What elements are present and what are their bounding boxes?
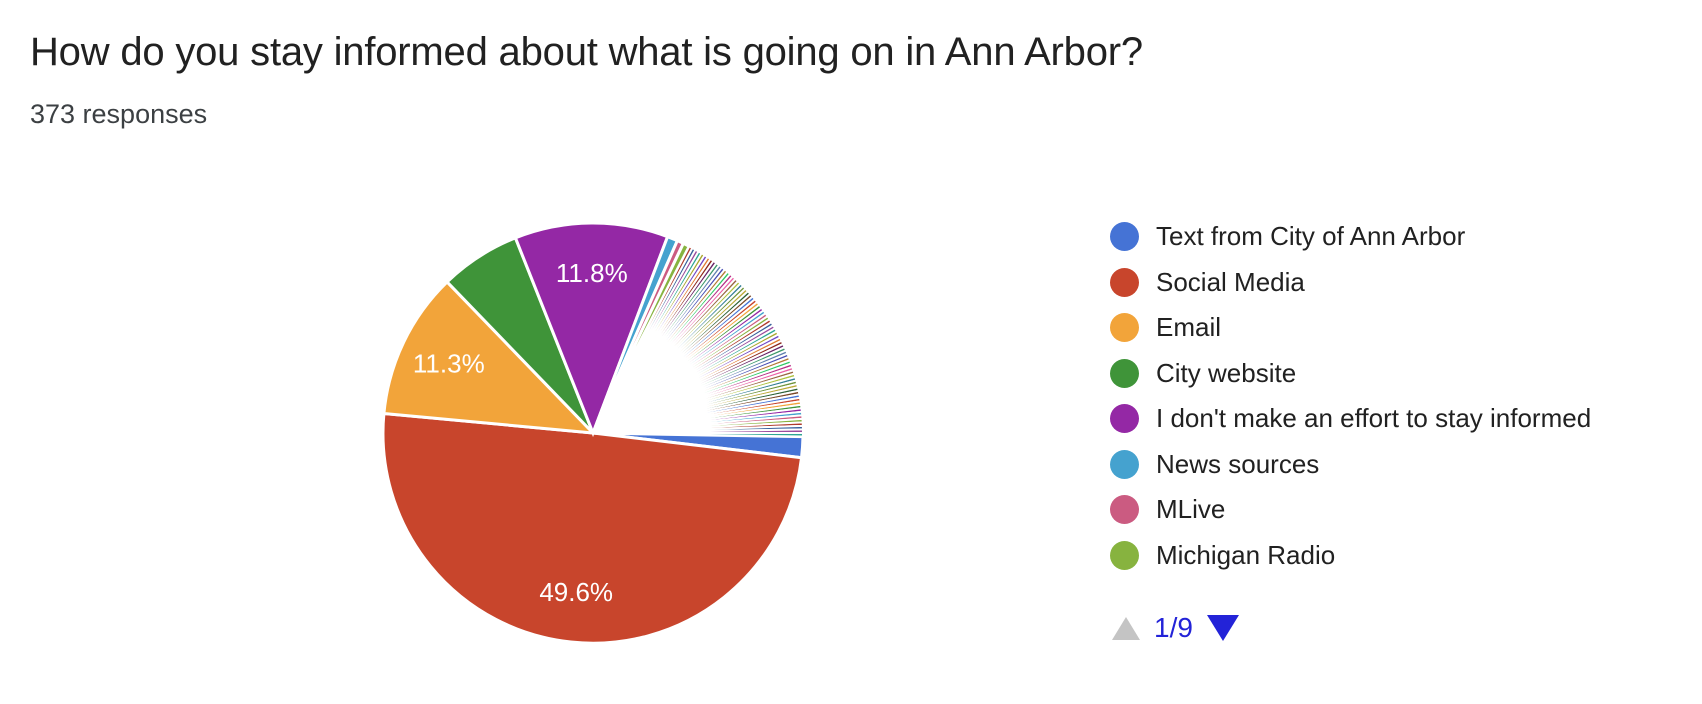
legend-color-dot	[1110, 404, 1139, 433]
pie-chart: 49.6% 11.3% 11.8%	[381, 221, 805, 645]
pie-percent-label: 49.6%	[539, 577, 613, 607]
legend-item: Michigan Radio	[1110, 539, 1591, 570]
legend-item: City website	[1110, 357, 1591, 388]
legend-color-dot	[1110, 540, 1139, 570]
pie-slice-i-don-t-make-an-effort-to-stay-informed[interactable]	[513, 221, 670, 438]
legend-prev-page-button[interactable]	[1112, 616, 1140, 640]
legend-item-label: Michigan Radio	[1156, 539, 1336, 570]
legend-item: Social Media	[1110, 266, 1591, 297]
legend-color-dot	[1110, 449, 1139, 479]
legend-item: I don't make an effort to stay informed	[1110, 403, 1592, 433]
legend-color-dot	[1110, 495, 1139, 524]
pie-slice-email[interactable]	[382, 279, 597, 435]
legend-page-indicator: 1/9	[1154, 612, 1193, 643]
legend-item: Text from City of Ann Arbor	[1110, 221, 1591, 251]
legend-item: Email	[1110, 312, 1591, 342]
legend-pagination: 1/9	[1112, 612, 1239, 644]
legend-item: MLive	[1110, 494, 1591, 524]
legend-color-dot	[1110, 222, 1139, 251]
triangle-up-icon	[1112, 616, 1140, 640]
legend-item-label: Email	[1156, 312, 1222, 342]
responses-count: 373 responses	[30, 99, 208, 129]
legend-next-page-button[interactable]	[1206, 615, 1239, 641]
question-title: How do you stay informed about what is g…	[30, 30, 1143, 74]
legend-item-label: Text from City of Ann Arbor	[1156, 221, 1466, 251]
legend-item: News sources	[1110, 448, 1591, 479]
pie-slice-social-media[interactable]	[381, 411, 804, 645]
legend-item-label: Social Media	[1156, 266, 1305, 297]
chart-legend: Text from City of Ann Arbor Social Media E…	[1110, 221, 1592, 586]
legend-item-label: MLive	[1156, 494, 1226, 524]
legend-color-dot	[1110, 313, 1139, 342]
pie-slice-other[interactable]	[592, 431, 805, 438]
legend-item-label: City website	[1156, 357, 1297, 388]
pie-percent-label: 11.3%	[413, 349, 485, 379]
legend-item-label: I don't make an effort to stay informed	[1156, 403, 1592, 433]
legend-item-label: News sources	[1156, 448, 1320, 479]
triangle-down-icon	[1206, 615, 1239, 641]
pie-percent-label: 11.8%	[556, 258, 628, 288]
legend-color-dot	[1110, 358, 1139, 388]
legend-color-dot	[1110, 267, 1139, 297]
